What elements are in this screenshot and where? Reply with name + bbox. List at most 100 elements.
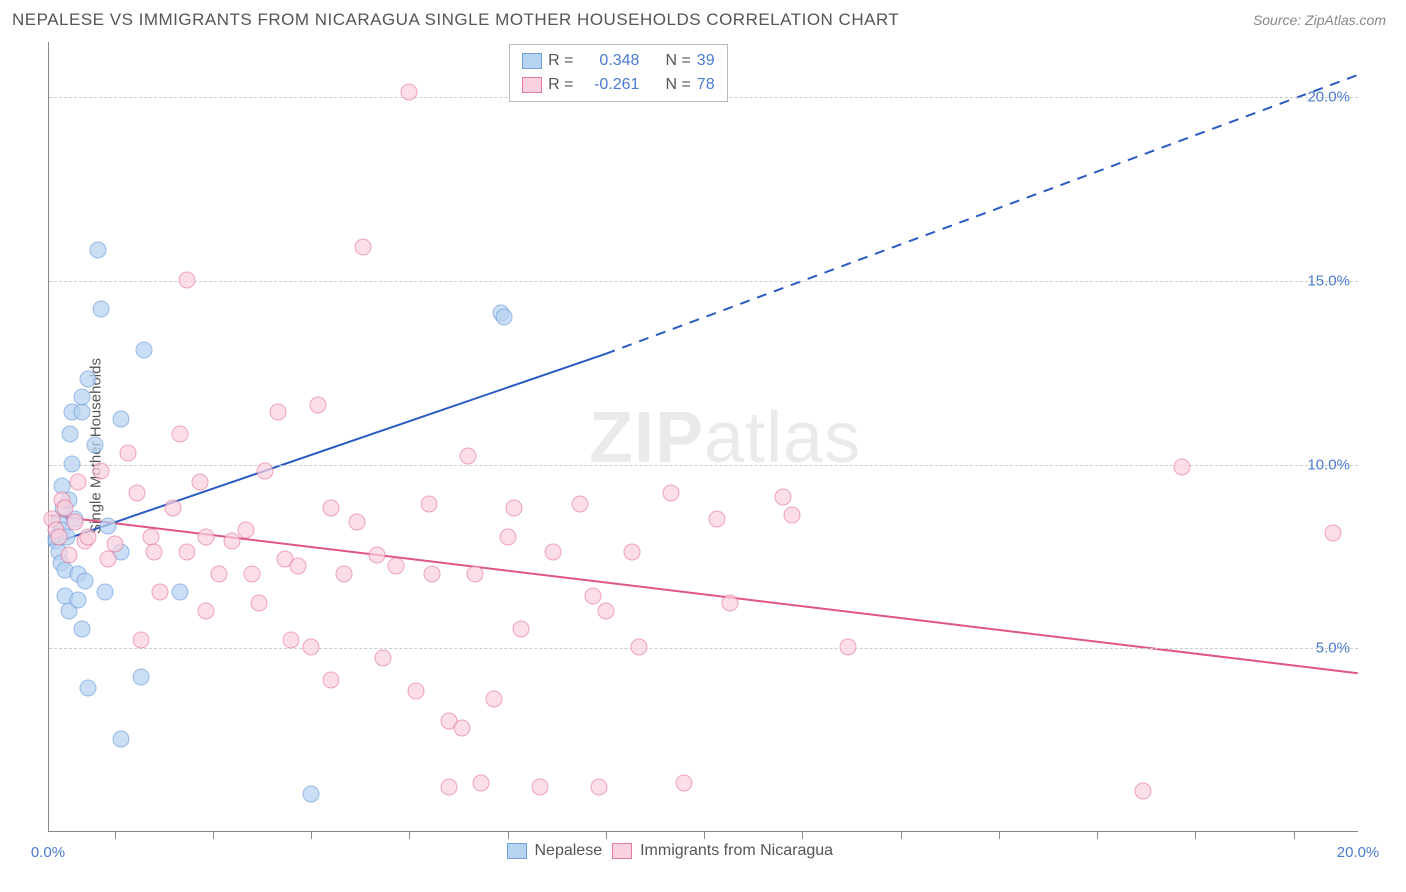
scatter-point [407,683,424,700]
y-tick-label: 20.0% [1307,89,1350,106]
scatter-point [355,238,372,255]
scatter-point [99,551,116,568]
x-tick [606,831,607,839]
scatter-point [73,389,90,406]
scatter-point [840,639,857,656]
gridline [49,648,1358,649]
scatter-point [460,448,477,465]
scatter-point [119,444,136,461]
scatter-point [676,775,693,792]
scatter-point [1134,782,1151,799]
legend-swatch [612,843,632,859]
scatter-point [375,650,392,667]
x-tick [409,831,410,839]
scatter-point [322,499,339,516]
n-value: 78 [697,76,715,94]
scatter-point [591,778,608,795]
scatter-point [473,775,490,792]
scatter-point [96,584,113,601]
scatter-point [70,591,87,608]
scatter-point [80,679,97,696]
legend-item: Nepalese [507,842,603,860]
legend-row: R =0.348N =39 [522,49,714,73]
x-tick-label: 20.0% [1337,844,1380,861]
scatter-point [486,690,503,707]
scatter-point [237,521,254,538]
scatter-point [178,543,195,560]
scatter-point [191,473,208,490]
scatter-point [453,720,470,737]
scatter-point [198,602,215,619]
x-tick [901,831,902,839]
scatter-point [77,573,94,590]
x-tick [802,831,803,839]
watermark: ZIPatlas [589,397,861,479]
gridline [49,281,1358,282]
x-tick [1294,831,1295,839]
scatter-point [165,499,182,516]
x-tick-label: 0.0% [31,844,65,861]
x-tick [704,831,705,839]
scatter-point [440,778,457,795]
scatter-point [113,411,130,428]
r-label: R = [548,76,573,94]
scatter-point [584,587,601,604]
scatter-point [774,488,791,505]
scatter-point [496,308,513,325]
scatter-point [709,510,726,527]
scatter-point [545,543,562,560]
series-legend: Nepalese Immigrants from Nicaragua [507,842,834,860]
scatter-point [466,565,483,582]
scatter-point [93,301,110,318]
scatter-point [1324,525,1341,542]
scatter-point [172,426,189,443]
r-label: R = [548,52,573,70]
legend-swatch [522,77,542,93]
scatter-point [250,595,267,612]
scatter-point [178,271,195,288]
scatter-point [420,495,437,512]
scatter-point [289,558,306,575]
y-tick-label: 5.0% [1316,640,1350,657]
scatter-point [198,529,215,546]
legend-swatch [522,53,542,69]
scatter-point [597,602,614,619]
r-value: -0.261 [579,76,639,94]
legend-label: Nepalese [535,842,603,860]
scatter-point [90,242,107,259]
scatter-point [1174,459,1191,476]
scatter-point [86,437,103,454]
scatter-point [99,518,116,535]
scatter-point [512,620,529,637]
scatter-point [61,426,78,443]
scatter-point [67,514,84,531]
scatter-point [63,455,80,472]
scatter-point [506,499,523,516]
scatter-point [80,371,97,388]
n-label: N = [665,52,690,70]
correlation-legend: R =0.348N =39R =-0.261N =78 [509,44,727,102]
scatter-point [784,507,801,524]
legend-swatch [507,843,527,859]
n-label: N = [665,76,690,94]
chart-source: Source: ZipAtlas.com [1253,12,1386,28]
scatter-point [499,529,516,546]
scatter-point [93,462,110,479]
scatter-point [80,529,97,546]
scatter-point [172,584,189,601]
scatter-point [303,786,320,803]
scatter-point [368,547,385,564]
scatter-point [145,543,162,560]
x-tick [1097,831,1098,839]
scatter-point [135,341,152,358]
legend-label: Immigrants from Nicaragua [640,842,833,860]
scatter-point [722,595,739,612]
r-value: 0.348 [579,52,639,70]
scatter-point [73,404,90,421]
scatter-point [309,396,326,413]
x-tick [311,831,312,839]
y-tick-label: 10.0% [1307,456,1350,473]
scatter-point [348,514,365,531]
scatter-point [401,84,418,101]
scatter-point [60,547,77,564]
